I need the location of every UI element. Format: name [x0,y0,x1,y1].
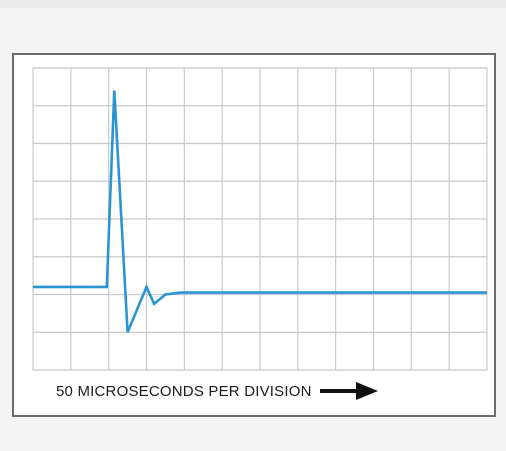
grid [32,67,488,371]
signal-trace [33,90,487,333]
trace-layer [33,90,487,333]
right-arrow-icon [319,382,378,400]
oscilloscope-chart [12,53,496,417]
figure-panel: 50 MICROSECONDS PER DIVISION [0,8,506,451]
chart-frame [12,53,496,417]
axis-caption: 50 MICROSECONDS PER DIVISION [56,382,312,400]
axis-caption-row: 50 MICROSECONDS PER DIVISION [36,376,486,406]
